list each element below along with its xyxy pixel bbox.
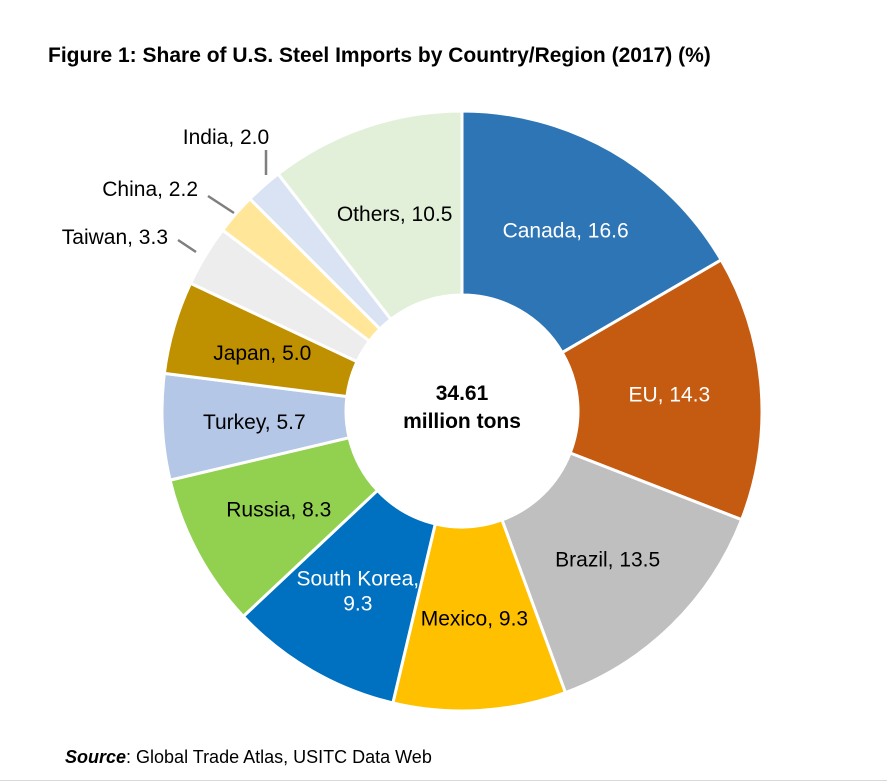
chart-title: Figure 1: Share of U.S. Steel Imports by… (48, 44, 711, 67)
label-brazil: Brazil, 13.5 (555, 548, 660, 571)
label-china: China, 2.2 (102, 178, 198, 201)
donut-chart: Canada, 16.6 EU, 14.3 Brazil, 13.5 Mexico, … (62, 109, 764, 713)
label-russia: Russia, 8.3 (226, 498, 331, 521)
label-japan: Japan, 5.0 (213, 342, 311, 365)
label-taiwan: Taiwan, 3.3 (62, 226, 168, 249)
source-note: Source: Global Trade Atlas, USITC Data W… (65, 747, 432, 768)
source-label: Source (65, 747, 127, 767)
leader-lines-group (177, 150, 268, 254)
label-eu: EU, 14.3 (628, 384, 710, 407)
leader-line-china (207, 194, 235, 215)
slice-canada (460, 109, 723, 355)
label-turkey: Turkey, 5.7 (203, 411, 306, 434)
slice-others (276, 109, 464, 321)
slices-group (160, 109, 764, 713)
slice-south-korea (241, 488, 437, 705)
label-south-korea: South Korea, 9.3 (297, 568, 420, 616)
source-text: : Global Trade Atlas, USITC Data Web (126, 747, 432, 767)
leader-line-taiwan (177, 238, 197, 254)
label-others: Others, 10.5 (337, 203, 453, 226)
label-india: India, 2.0 (183, 126, 269, 149)
center-label-group: 34.61 million tons (403, 382, 521, 433)
center-label: 34.61 million tons (403, 382, 521, 433)
slice-brazil (500, 451, 744, 695)
slice-labels-group: Canada, 16.6 EU, 14.3 Brazil, 13.5 Mexico, … (62, 126, 710, 631)
label-canada: Canada, 16.6 (503, 220, 629, 243)
slice-eu (560, 258, 764, 522)
slice-mexico (391, 518, 567, 713)
bottom-divider (0, 780, 887, 781)
label-mexico: Mexico, 9.3 (421, 608, 528, 631)
